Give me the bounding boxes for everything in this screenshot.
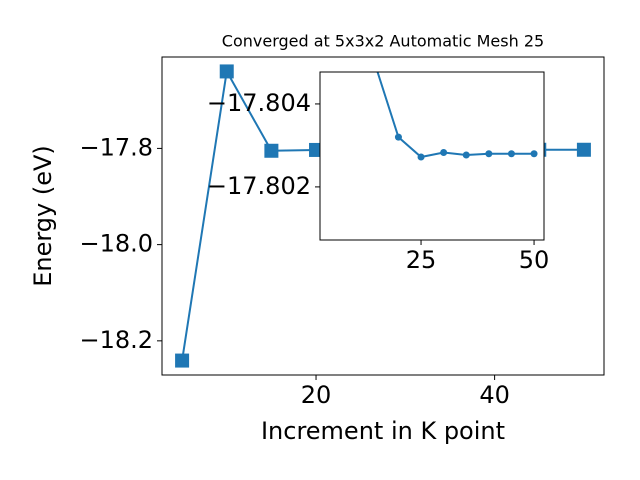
marker	[264, 143, 279, 158]
marker	[394, 133, 402, 141]
y-axis-label: Energy (eV)	[29, 145, 57, 287]
marker	[462, 151, 470, 159]
y-tick-label: −17.804	[207, 89, 311, 117]
axes-frame	[319, 71, 545, 241]
marker	[576, 142, 591, 157]
marker	[440, 148, 448, 156]
plot-area	[320, 72, 544, 240]
marker	[219, 64, 234, 79]
x-axis-label: Increment in K point	[261, 417, 505, 445]
x-tick-label: 25	[406, 246, 437, 274]
axes-frame	[161, 56, 605, 376]
plot-group	[376, 72, 538, 161]
y-tick-label: −18.0	[79, 230, 153, 258]
marker	[530, 150, 538, 158]
y-tick-label: −17.802	[207, 172, 311, 200]
x-tick-label: 40	[479, 381, 510, 409]
series-line	[376, 72, 535, 159]
y-tick-label: −18.2	[79, 326, 153, 354]
marker	[417, 153, 425, 161]
marker	[175, 353, 190, 368]
marker	[507, 150, 515, 158]
y-tick-label: −17.8	[79, 133, 153, 161]
x-tick-label: 50	[519, 246, 550, 274]
marker	[485, 150, 493, 158]
chart-title: Converged at 5x3x2 Automatic Mesh 25	[222, 32, 544, 51]
x-tick-label: 20	[301, 381, 332, 409]
